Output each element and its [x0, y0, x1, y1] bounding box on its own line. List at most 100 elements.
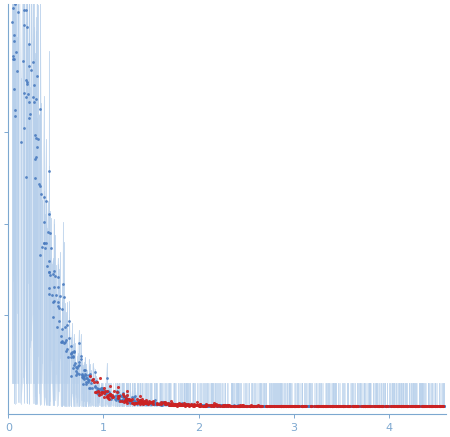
Point [286, 402, 293, 409]
Point [173, 401, 180, 408]
Point [199, 402, 206, 409]
Point [107, 393, 114, 400]
Point [70, 348, 77, 355]
Point [107, 392, 114, 399]
Point [420, 403, 427, 410]
Point [85, 371, 92, 378]
Point [127, 398, 134, 405]
Point [428, 403, 435, 410]
Point [184, 402, 191, 409]
Point [411, 403, 418, 410]
Point [181, 401, 189, 408]
Point [165, 402, 172, 409]
Point [14, 9, 22, 16]
Point [242, 402, 249, 409]
Point [391, 403, 398, 410]
Point [254, 403, 261, 410]
Point [283, 402, 290, 409]
Point [240, 402, 247, 409]
Point [13, 67, 20, 74]
Point [279, 403, 286, 410]
Point [302, 403, 310, 410]
Point [290, 402, 297, 409]
Point [242, 402, 249, 409]
Point [96, 374, 104, 381]
Point [314, 403, 321, 410]
Point [328, 402, 336, 409]
Point [122, 393, 130, 400]
Point [64, 354, 72, 361]
Point [198, 402, 205, 409]
Point [359, 403, 366, 410]
Point [283, 402, 290, 409]
Point [50, 298, 57, 305]
Point [408, 403, 415, 410]
Point [351, 402, 358, 409]
Point [60, 339, 67, 346]
Point [69, 349, 76, 356]
Point [250, 402, 257, 409]
Point [238, 402, 245, 409]
Point [128, 393, 135, 400]
Point [411, 403, 418, 410]
Point [76, 370, 83, 377]
Point [59, 305, 66, 312]
Point [436, 403, 444, 410]
Point [216, 402, 223, 409]
Point [122, 395, 130, 402]
Point [196, 402, 203, 409]
Point [157, 400, 164, 407]
Point [20, 21, 27, 28]
Point [143, 401, 150, 408]
Point [326, 403, 333, 410]
Point [194, 402, 202, 409]
Point [274, 402, 281, 409]
Point [62, 348, 69, 355]
Point [81, 366, 89, 373]
Point [212, 401, 220, 408]
Point [190, 402, 198, 409]
Point [255, 402, 262, 409]
Point [436, 403, 444, 410]
Point [378, 403, 386, 410]
Point [288, 402, 295, 409]
Point [189, 402, 197, 409]
Point [400, 403, 408, 410]
Point [9, 52, 17, 59]
Point [215, 402, 222, 409]
Point [302, 402, 309, 409]
Point [140, 398, 147, 405]
Point [194, 402, 201, 409]
Point [45, 167, 52, 174]
Point [388, 403, 396, 410]
Point [75, 358, 82, 365]
Point [234, 402, 242, 409]
Point [133, 399, 140, 406]
Point [131, 400, 139, 407]
Point [192, 402, 199, 409]
Point [44, 228, 51, 235]
Point [199, 402, 207, 409]
Point [391, 403, 398, 410]
Point [356, 402, 364, 409]
Point [425, 403, 432, 410]
Point [341, 403, 348, 410]
Point [197, 402, 204, 409]
Point [250, 402, 257, 409]
Point [129, 399, 136, 406]
Point [183, 401, 190, 408]
Point [273, 402, 280, 409]
Point [248, 402, 255, 409]
Point [386, 403, 393, 410]
Point [379, 403, 386, 410]
Point [220, 402, 228, 409]
Point [112, 392, 119, 399]
Point [339, 403, 346, 410]
Point [396, 403, 403, 410]
Point [409, 403, 416, 410]
Point [253, 402, 260, 409]
Point [29, 93, 36, 100]
Point [403, 403, 410, 410]
Point [262, 402, 269, 409]
Point [120, 393, 127, 400]
